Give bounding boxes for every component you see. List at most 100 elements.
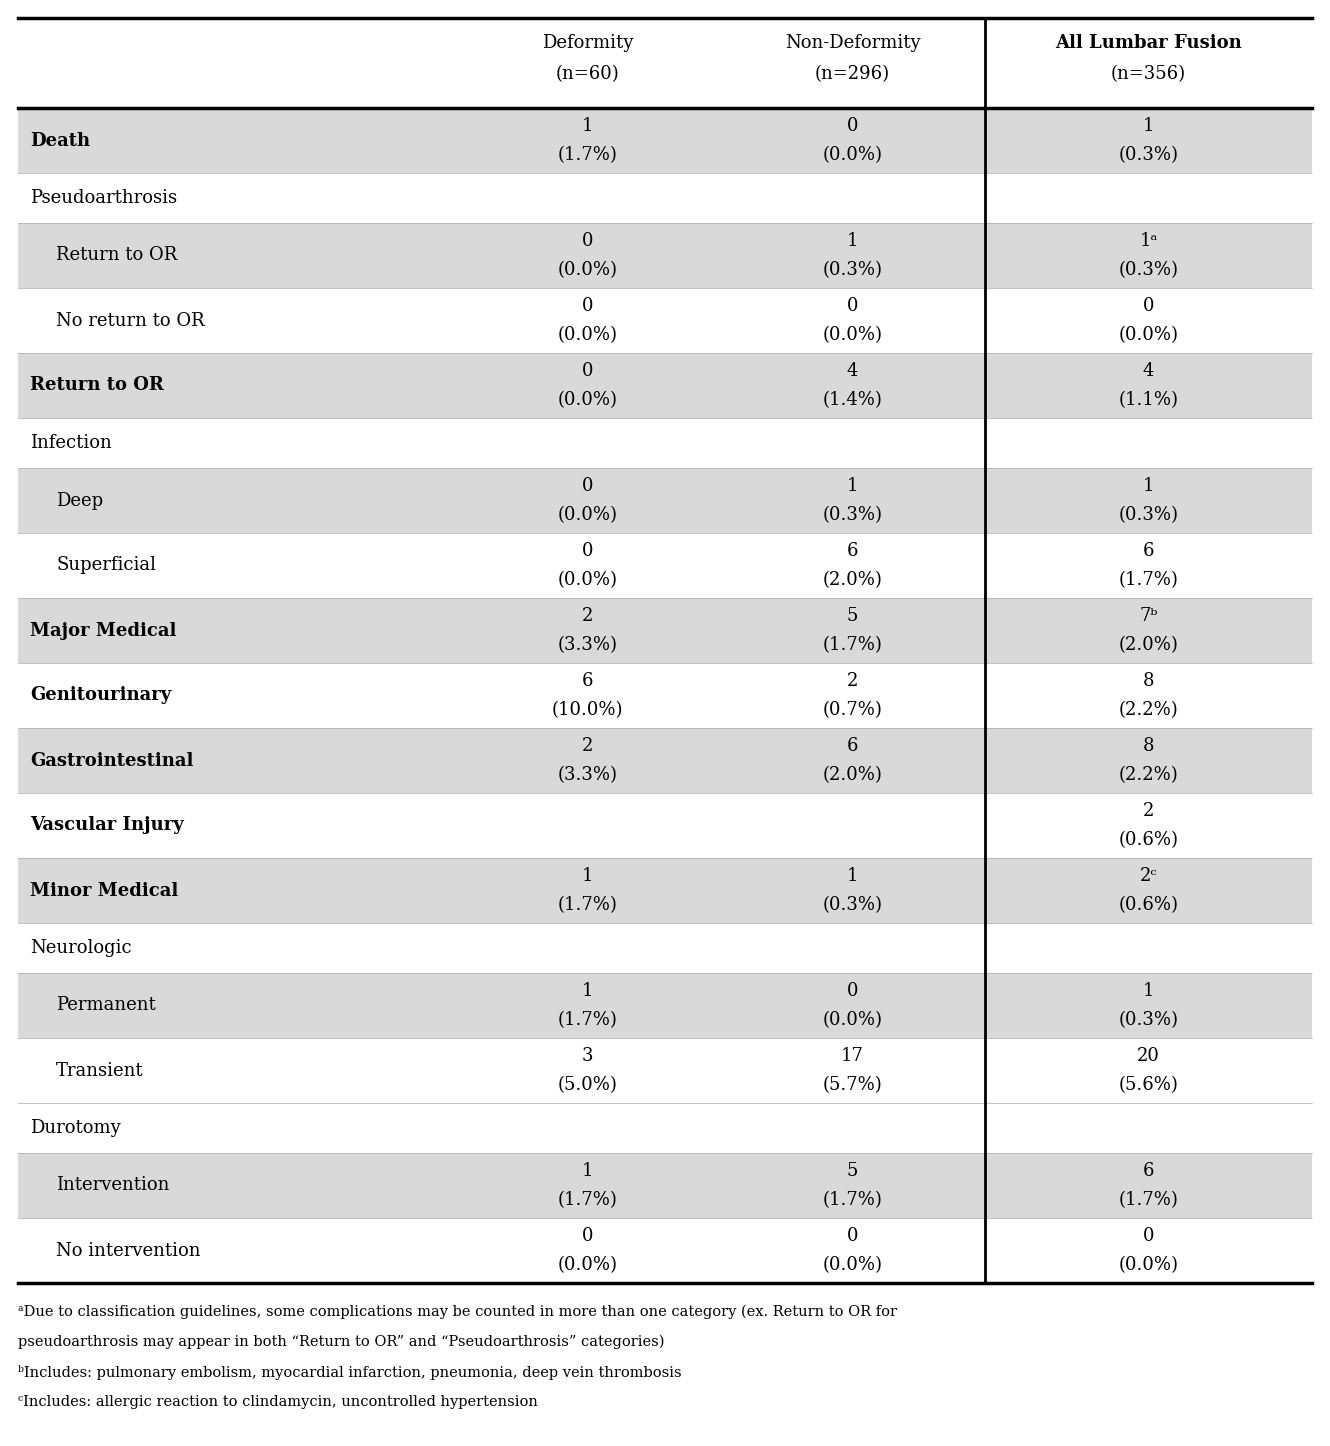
Text: (2.2%): (2.2%): [1119, 701, 1178, 719]
Text: (1.7%): (1.7%): [557, 897, 617, 914]
Text: (1.7%): (1.7%): [1119, 1192, 1178, 1209]
Text: 2: 2: [581, 607, 593, 625]
Text: All Lumbar Fusion: All Lumbar Fusion: [1055, 35, 1242, 52]
Text: 0: 0: [581, 233, 593, 250]
Text: No intervention: No intervention: [56, 1242, 201, 1259]
Text: (0.0%): (0.0%): [557, 506, 617, 523]
Text: 4: 4: [1142, 362, 1154, 380]
Text: (0.7%): (0.7%): [822, 701, 882, 719]
Text: 4: 4: [847, 362, 858, 380]
Text: pseudoarthrosis may appear in both “Return to OR” and “Pseudoarthrosis” categori: pseudoarthrosis may appear in both “Retu…: [19, 1335, 665, 1349]
Text: (0.3%): (0.3%): [1119, 506, 1178, 523]
Text: 0: 0: [847, 117, 858, 134]
Bar: [19, 223, 1311, 288]
Text: 1: 1: [581, 1163, 593, 1180]
Text: (0.0%): (0.0%): [1119, 325, 1178, 344]
Text: (3.3%): (3.3%): [557, 766, 617, 784]
Text: (2.0%): (2.0%): [822, 571, 882, 589]
Text: 2ᶜ: 2ᶜ: [1140, 868, 1157, 885]
Text: ᶜIncludes: allergic reaction to clindamycin, uncontrolled hypertension: ᶜIncludes: allergic reaction to clindamy…: [19, 1395, 537, 1408]
Text: Major Medical: Major Medical: [31, 622, 177, 639]
Text: (2.2%): (2.2%): [1119, 766, 1178, 784]
Bar: [19, 973, 1311, 1038]
Bar: [19, 923, 1311, 973]
Text: 1: 1: [581, 117, 593, 134]
Text: 1: 1: [847, 868, 858, 885]
Text: Return to OR: Return to OR: [56, 246, 177, 265]
Text: 0: 0: [581, 362, 593, 380]
Text: 1: 1: [847, 233, 858, 250]
Text: (1.7%): (1.7%): [557, 1011, 617, 1028]
Text: 1: 1: [1142, 477, 1154, 495]
Text: (1.7%): (1.7%): [822, 1192, 882, 1209]
Text: 2: 2: [1142, 803, 1154, 820]
Bar: [19, 418, 1311, 469]
Text: Death: Death: [31, 132, 90, 149]
Text: (0.0%): (0.0%): [822, 325, 883, 344]
Text: (0.0%): (0.0%): [557, 325, 617, 344]
Text: 6: 6: [847, 737, 858, 755]
Text: (0.0%): (0.0%): [1119, 1255, 1178, 1274]
Bar: [19, 792, 1311, 857]
Text: Non-Deformity: Non-Deformity: [785, 35, 920, 52]
Text: 5: 5: [847, 607, 858, 625]
Bar: [19, 1103, 1311, 1152]
Text: 1: 1: [1142, 982, 1154, 1001]
Text: Return to OR: Return to OR: [31, 376, 164, 395]
Text: (0.3%): (0.3%): [1119, 1011, 1178, 1028]
Text: (0.0%): (0.0%): [822, 146, 883, 163]
Text: 7ᵇ: 7ᵇ: [1140, 607, 1157, 625]
Text: No return to OR: No return to OR: [56, 311, 205, 330]
Text: (0.3%): (0.3%): [822, 897, 883, 914]
Text: Permanent: Permanent: [56, 996, 156, 1015]
Text: (0.0%): (0.0%): [557, 260, 617, 279]
Text: 3: 3: [581, 1047, 593, 1066]
Text: 8: 8: [1142, 737, 1154, 755]
Text: (1.1%): (1.1%): [1119, 390, 1178, 409]
Text: (3.3%): (3.3%): [557, 636, 617, 654]
Text: 0: 0: [847, 1228, 858, 1245]
Text: ᵇIncludes: pulmonary embolism, myocardial infarction, pneumonia, deep vein throm: ᵇIncludes: pulmonary embolism, myocardia…: [19, 1365, 682, 1379]
Text: (1.7%): (1.7%): [1119, 571, 1178, 589]
Text: 1: 1: [1142, 117, 1154, 134]
Text: 2: 2: [581, 737, 593, 755]
Bar: [19, 1152, 1311, 1218]
Text: (0.3%): (0.3%): [1119, 260, 1178, 279]
Text: 0: 0: [1142, 298, 1154, 315]
Text: 2: 2: [847, 672, 858, 690]
Bar: [19, 17, 1311, 108]
Text: (0.0%): (0.0%): [557, 390, 617, 409]
Text: Infection: Infection: [31, 434, 112, 453]
Bar: [19, 1038, 1311, 1103]
Text: Gastrointestinal: Gastrointestinal: [31, 752, 193, 769]
Text: Genitourinary: Genitourinary: [31, 687, 172, 704]
Text: (0.0%): (0.0%): [557, 571, 617, 589]
Text: Deformity: Deformity: [541, 35, 633, 52]
Text: 6: 6: [1142, 1163, 1154, 1180]
Text: (1.7%): (1.7%): [822, 636, 882, 654]
Text: Deep: Deep: [56, 492, 104, 509]
Text: 5: 5: [847, 1163, 858, 1180]
Text: 0: 0: [581, 542, 593, 560]
Text: 20: 20: [1137, 1047, 1160, 1066]
Bar: [19, 469, 1311, 534]
Text: Vascular Injury: Vascular Injury: [31, 817, 184, 834]
Text: (5.0%): (5.0%): [557, 1076, 617, 1093]
Text: ᵃDue to classification guidelines, some complications may be counted in more tha: ᵃDue to classification guidelines, some …: [19, 1304, 896, 1319]
Text: 0: 0: [581, 1228, 593, 1245]
Text: (n=356): (n=356): [1111, 65, 1186, 82]
Text: (0.3%): (0.3%): [1119, 146, 1178, 163]
Bar: [19, 288, 1311, 353]
Text: Superficial: Superficial: [56, 557, 156, 574]
Bar: [19, 534, 1311, 599]
Text: Minor Medical: Minor Medical: [31, 882, 178, 899]
Text: 6: 6: [847, 542, 858, 560]
Bar: [19, 353, 1311, 418]
Text: (0.6%): (0.6%): [1119, 831, 1178, 849]
Text: 1: 1: [581, 982, 593, 1001]
Text: (1.7%): (1.7%): [557, 1192, 617, 1209]
Text: 0: 0: [581, 298, 593, 315]
Text: Durotomy: Durotomy: [31, 1119, 121, 1137]
Text: 1ᵃ: 1ᵃ: [1140, 233, 1157, 250]
Text: (10.0%): (10.0%): [552, 701, 624, 719]
